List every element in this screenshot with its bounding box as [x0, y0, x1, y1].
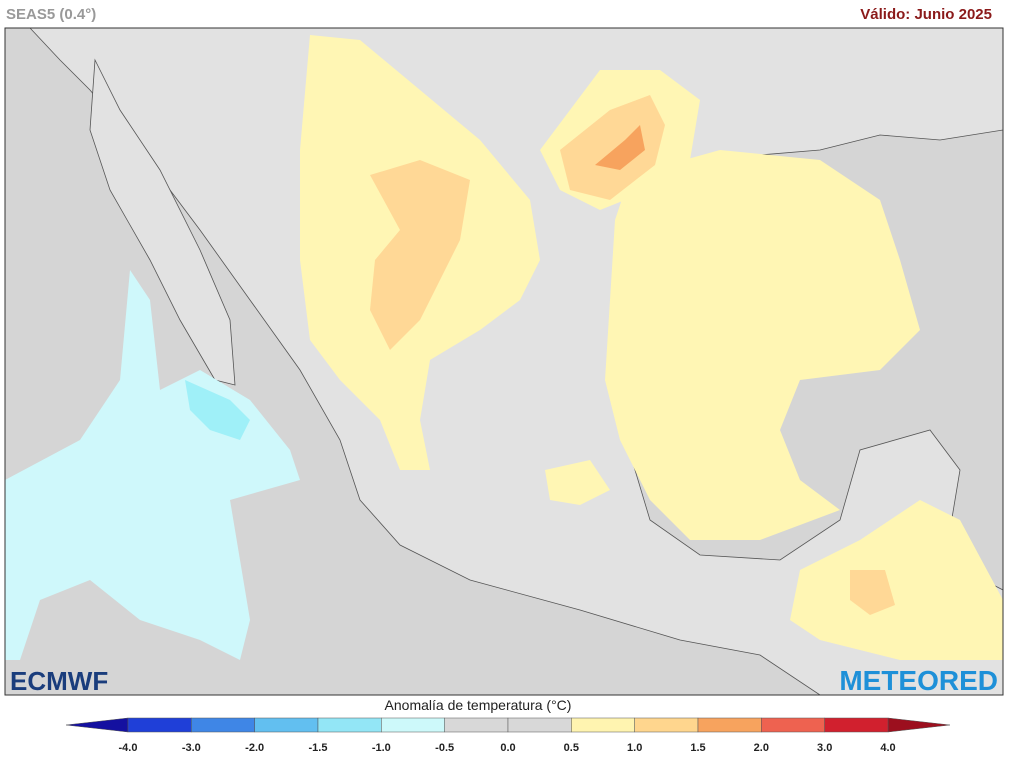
legend-swatch [761, 717, 825, 733]
legend-tick-label: 4.0 [880, 742, 895, 754]
legend: -4.0 -3.0 -2.0 -1.5 -1.0 -0.5 0.0 0.5 1.0 1.5 2.0 3… [65, 717, 951, 754]
legend-tick-label: -1.0 [372, 742, 391, 754]
warm-anomaly-center [545, 460, 610, 505]
legend-tick-label: 3.0 [817, 742, 832, 754]
legend-tick-label: -1.5 [309, 742, 328, 754]
legend-title: Anomalía de temperatura (°C) [385, 697, 572, 713]
legend-swatch [507, 717, 572, 733]
warm-anomaly-yucatan [790, 500, 1003, 660]
warm-anomaly-gulf [605, 150, 920, 540]
cool-anomaly-core [185, 380, 250, 440]
legend-swatch [824, 717, 889, 733]
ecmwf-logo: ECMWF [10, 666, 108, 696]
legend-swatch [191, 717, 255, 733]
legend-tick-label: 1.0 [627, 742, 642, 754]
legend-tick-label: -2.0 [245, 742, 264, 754]
legend-swatch [127, 717, 192, 733]
warm-anomaly-yucatan-core [850, 570, 895, 615]
legend-tick-label: -4.0 [119, 742, 138, 754]
warm-anomaly-north-core [370, 160, 470, 350]
legend-swatch [444, 717, 509, 733]
meteored-logo: METEORED [839, 665, 998, 696]
legend-swatch [254, 717, 319, 733]
legend-tick-label: 0.0 [500, 742, 515, 754]
map: ECMWF METEORED [4, 27, 1004, 696]
legend-tick-label: 2.0 [754, 742, 769, 754]
map-frame [4, 27, 1004, 696]
valid-date: Válido: Junio 2025 [860, 6, 992, 23]
legend-swatch [381, 717, 445, 733]
warm-anomaly-texas-peak [595, 125, 645, 170]
cool-anomaly [5, 270, 300, 660]
warm-anomaly-texas-core [560, 95, 665, 200]
legend-tick-label: -0.5 [435, 742, 454, 754]
model-label: SEAS5 (0.4°) [6, 6, 96, 23]
legend-swatch [634, 717, 699, 733]
legend-tick-label: -3.0 [182, 742, 201, 754]
baja-california [89, 58, 236, 386]
legend-swatch [697, 717, 762, 733]
legend-tick-label: 1.5 [690, 742, 705, 754]
legend-tick-label: 0.5 [564, 742, 579, 754]
legend-swatch [571, 717, 635, 733]
legend-swatch [317, 717, 382, 733]
